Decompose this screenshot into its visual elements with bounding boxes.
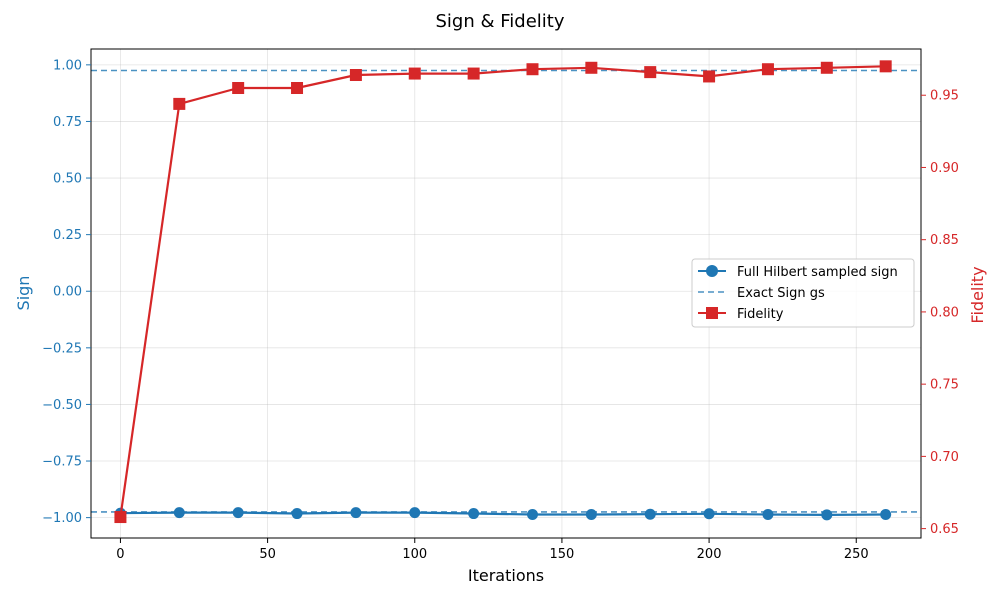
y-left-tick-label: 0.50	[53, 172, 82, 187]
sign-line	[120, 511, 886, 517]
y-left-tick-label: −0.25	[42, 341, 82, 356]
sign-point	[821, 509, 833, 521]
y-right-tick-label: 0.65	[930, 522, 959, 537]
fidelity-point	[703, 70, 716, 83]
y-left-tick-label: −0.50	[42, 398, 82, 413]
y-right-tick-label: 0.95	[930, 89, 959, 104]
y-right-axis-ticks: 0.95 0.90 0.85 0.80 0.75 0.70 0.65	[921, 89, 959, 537]
fidelity-line	[119, 65, 886, 518]
y-right-tick-label: 0.75	[930, 378, 959, 393]
legend-sign-label: Full Hilbert sampled sign	[737, 265, 898, 280]
y-left-tick-label: 0.25	[53, 228, 82, 243]
x-axis-ticks: 0 50 100 150 200 250	[116, 538, 869, 562]
legend-fidelity-marker	[706, 307, 718, 319]
fidelity-point	[173, 97, 186, 110]
x-tick-label: 50	[259, 547, 276, 562]
y-right-axis-label: Fidelity	[968, 266, 987, 323]
y-left-tick-label: 0.75	[53, 115, 82, 130]
fidelity-point	[114, 511, 127, 524]
y-right-tick-label: 0.70	[930, 450, 959, 465]
fidelity-point	[526, 63, 539, 76]
sign-point	[350, 507, 362, 519]
x-tick-label: 250	[844, 547, 869, 562]
y-right-tick-label: 0.85	[930, 233, 959, 248]
x-axis-label: Iterations	[468, 566, 544, 585]
y-left-tick-label: 0.00	[53, 285, 82, 300]
sign-point	[644, 508, 656, 520]
sign-series	[114, 507, 892, 521]
fidelity-point	[644, 66, 657, 79]
fidelity-series	[114, 60, 892, 524]
chart-title: Sign & Fidelity	[436, 11, 565, 32]
sign-point	[409, 507, 421, 519]
fidelity-point	[467, 67, 480, 80]
legend-sign-marker	[706, 265, 718, 277]
fidelity-point	[761, 63, 774, 76]
legend-fidelity-label: Fidelity	[737, 307, 784, 322]
fidelity-point	[585, 61, 598, 74]
sign-point	[880, 508, 892, 520]
y-left-tick-label: −1.00	[42, 511, 82, 526]
y-left-tick-label: −0.75	[42, 455, 82, 470]
sign-point	[468, 508, 480, 520]
sign-point	[703, 508, 715, 520]
sign-point	[232, 507, 244, 519]
x-tick-label: 150	[550, 547, 575, 562]
y-right-tick-label: 0.80	[930, 305, 959, 320]
sign-point	[291, 508, 303, 520]
fidelity-point	[291, 82, 304, 95]
fidelity-point	[408, 67, 421, 80]
y-left-tick-label: 1.00	[53, 58, 82, 73]
x-tick-label: 200	[697, 547, 722, 562]
fidelity-point	[879, 60, 892, 73]
x-tick-label: 100	[402, 547, 427, 562]
y-left-axis-label: Sign	[14, 276, 33, 311]
plot-frame	[90, 48, 922, 539]
y-left-axis-ticks: 1.00 0.75 0.50 0.25 0.00 −0.25 −0.50 −0.75 −1.00	[42, 58, 91, 526]
legend-exact-label: Exact Sign gs	[737, 286, 825, 301]
x-tick-label: 0	[116, 547, 124, 562]
y-right-tick-label: 0.90	[930, 161, 959, 176]
fidelity-point	[349, 69, 362, 82]
fidelity-point	[820, 61, 833, 74]
fidelity-point	[232, 82, 245, 95]
sign-point	[526, 508, 538, 520]
sign-point	[585, 508, 597, 520]
legend: Full Hilbert sampled sign Exact Sign gs …	[691, 258, 915, 328]
sign-point	[762, 508, 774, 520]
legend-box	[691, 258, 915, 328]
sign-point	[173, 507, 185, 519]
